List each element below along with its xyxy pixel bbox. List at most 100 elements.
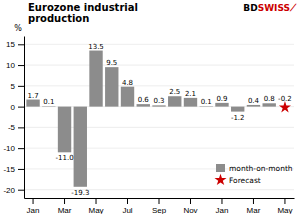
y-tick-label: 10	[6, 61, 15, 70]
annotation: ⟋	[289, 3, 297, 13]
legend-label: month-on-month	[229, 164, 293, 173]
x-tick-mark	[221, 198, 222, 204]
x-tick: May	[88, 198, 103, 214]
y-tick: 15	[6, 40, 24, 49]
y-tick: 10	[6, 61, 24, 70]
grid-line	[24, 65, 294, 66]
y-tick: -15	[3, 165, 24, 174]
x-tick: Mar	[247, 198, 261, 214]
grid-line	[24, 44, 294, 45]
plot: -20 -15 -10 -5 0 5 10 15 Jan Mar May Jul Sep Nov Jan Ma…	[3, 37, 294, 214]
legend: month-on-month Forecast	[214, 164, 292, 185]
x-axis: Jan Mar May Jul Sep Nov Jan Mar May	[25, 198, 295, 214]
x-tick: Nov	[183, 198, 197, 214]
y-tick-label: -15	[3, 165, 15, 174]
x-tick-mark	[64, 198, 65, 204]
x-tick-label: Sep	[152, 206, 167, 214]
data-labels: 1.7 0.1 -11.0 -19.3 13.59.5 4.8 0.60.3 2.5 2.1 0.…	[27, 43, 291, 197]
legend-swatch	[216, 164, 225, 172]
y-tick-mark	[18, 65, 24, 66]
x-tick-mark	[33, 198, 34, 204]
x-tick-mark	[284, 198, 285, 204]
y-tick: -5	[8, 123, 24, 132]
y-tick-mark	[18, 107, 24, 108]
bar	[231, 107, 244, 112]
x-tick-label: Jan	[27, 206, 40, 214]
x-tick-label: Jul	[122, 206, 132, 214]
y-tick-mark	[18, 148, 24, 149]
y-tick-label: 0	[11, 103, 16, 112]
y-tick: 5	[11, 82, 24, 91]
data-label: 0.9	[216, 95, 227, 103]
data-label: 0.8	[264, 95, 275, 103]
bar	[215, 103, 228, 107]
y-tick-label: 15	[6, 40, 15, 49]
data-label: 0.6	[138, 96, 150, 104]
x-tick-label: May	[277, 206, 292, 214]
x-tick-mark	[159, 198, 160, 204]
y-tick-label: -20	[3, 186, 15, 195]
x-tick: Jul	[122, 198, 132, 214]
data-label: 1.7	[27, 92, 38, 100]
data-label: 0.1	[201, 98, 212, 106]
data-label: 2.5	[169, 88, 180, 96]
x-tick-label: May	[88, 206, 103, 214]
y-label: %	[14, 24, 22, 33]
bar	[121, 87, 134, 107]
data-label: 9.5	[106, 59, 117, 67]
y-tick-label: -5	[8, 123, 16, 132]
annotation: SWISS	[258, 3, 290, 13]
x-tick: Sep	[152, 198, 167, 214]
data-label: 0.3	[153, 97, 164, 105]
title: Eurozone industrialproduction	[28, 2, 138, 24]
y-axis: -20 -15 -10 -5 0 5 10 15	[3, 37, 24, 199]
data-label: -0.2	[278, 95, 292, 103]
x-tick-mark	[253, 198, 254, 204]
bar	[137, 104, 150, 106]
x-tick-label: Mar	[58, 206, 72, 214]
y-tick: 0	[11, 103, 24, 112]
y-tick-label: -10	[3, 144, 15, 153]
legend-swatch	[214, 174, 226, 185]
chart: -20 -15 -10 -5 0 5 10 15 Jan Mar May Jul Sep Nov Jan Ma…	[0, 0, 300, 214]
x-tick: May	[277, 198, 292, 214]
y-tick: -20	[3, 186, 24, 195]
x-tick-label: Nov	[183, 206, 197, 214]
y-tick-mark	[18, 44, 24, 45]
bar	[74, 107, 87, 187]
x-tick-label: Jan	[216, 206, 229, 214]
y-tick-label: 5	[11, 82, 16, 91]
bar	[168, 96, 181, 106]
legend-item: month-on-month	[216, 164, 293, 173]
y-axis-line	[24, 37, 25, 199]
data-label: -11.0	[55, 154, 73, 162]
bar	[26, 100, 39, 107]
annotation: BD	[243, 3, 257, 13]
data-label: 2.1	[185, 90, 196, 98]
data-label: 0.1	[43, 98, 54, 106]
y-tick: -10	[3, 144, 24, 153]
x-tick-mark	[127, 198, 128, 204]
bar	[263, 103, 276, 106]
x-tick-label: Mar	[247, 206, 261, 214]
y-tick-mark	[18, 86, 24, 87]
bar	[58, 107, 71, 153]
x-tick: Mar	[58, 198, 72, 214]
bar	[152, 105, 165, 106]
x-tick: Jan	[27, 198, 40, 214]
x-tick-mark	[96, 198, 97, 204]
data-label: -1.2	[231, 114, 245, 122]
y-tick-mark	[18, 190, 24, 191]
grid-line	[24, 85, 294, 86]
x-tick-mark	[190, 198, 191, 204]
data-label: -19.3	[71, 189, 89, 197]
bar	[105, 67, 118, 106]
grid	[24, 44, 294, 189]
data-label: 0.4	[248, 97, 260, 105]
legend-label: Forecast	[229, 176, 261, 185]
data-label: 4.8	[122, 79, 133, 87]
data-label: 13.5	[88, 43, 104, 51]
legend-item: Forecast	[214, 174, 260, 185]
bar	[89, 51, 102, 107]
grid-line	[24, 189, 294, 190]
